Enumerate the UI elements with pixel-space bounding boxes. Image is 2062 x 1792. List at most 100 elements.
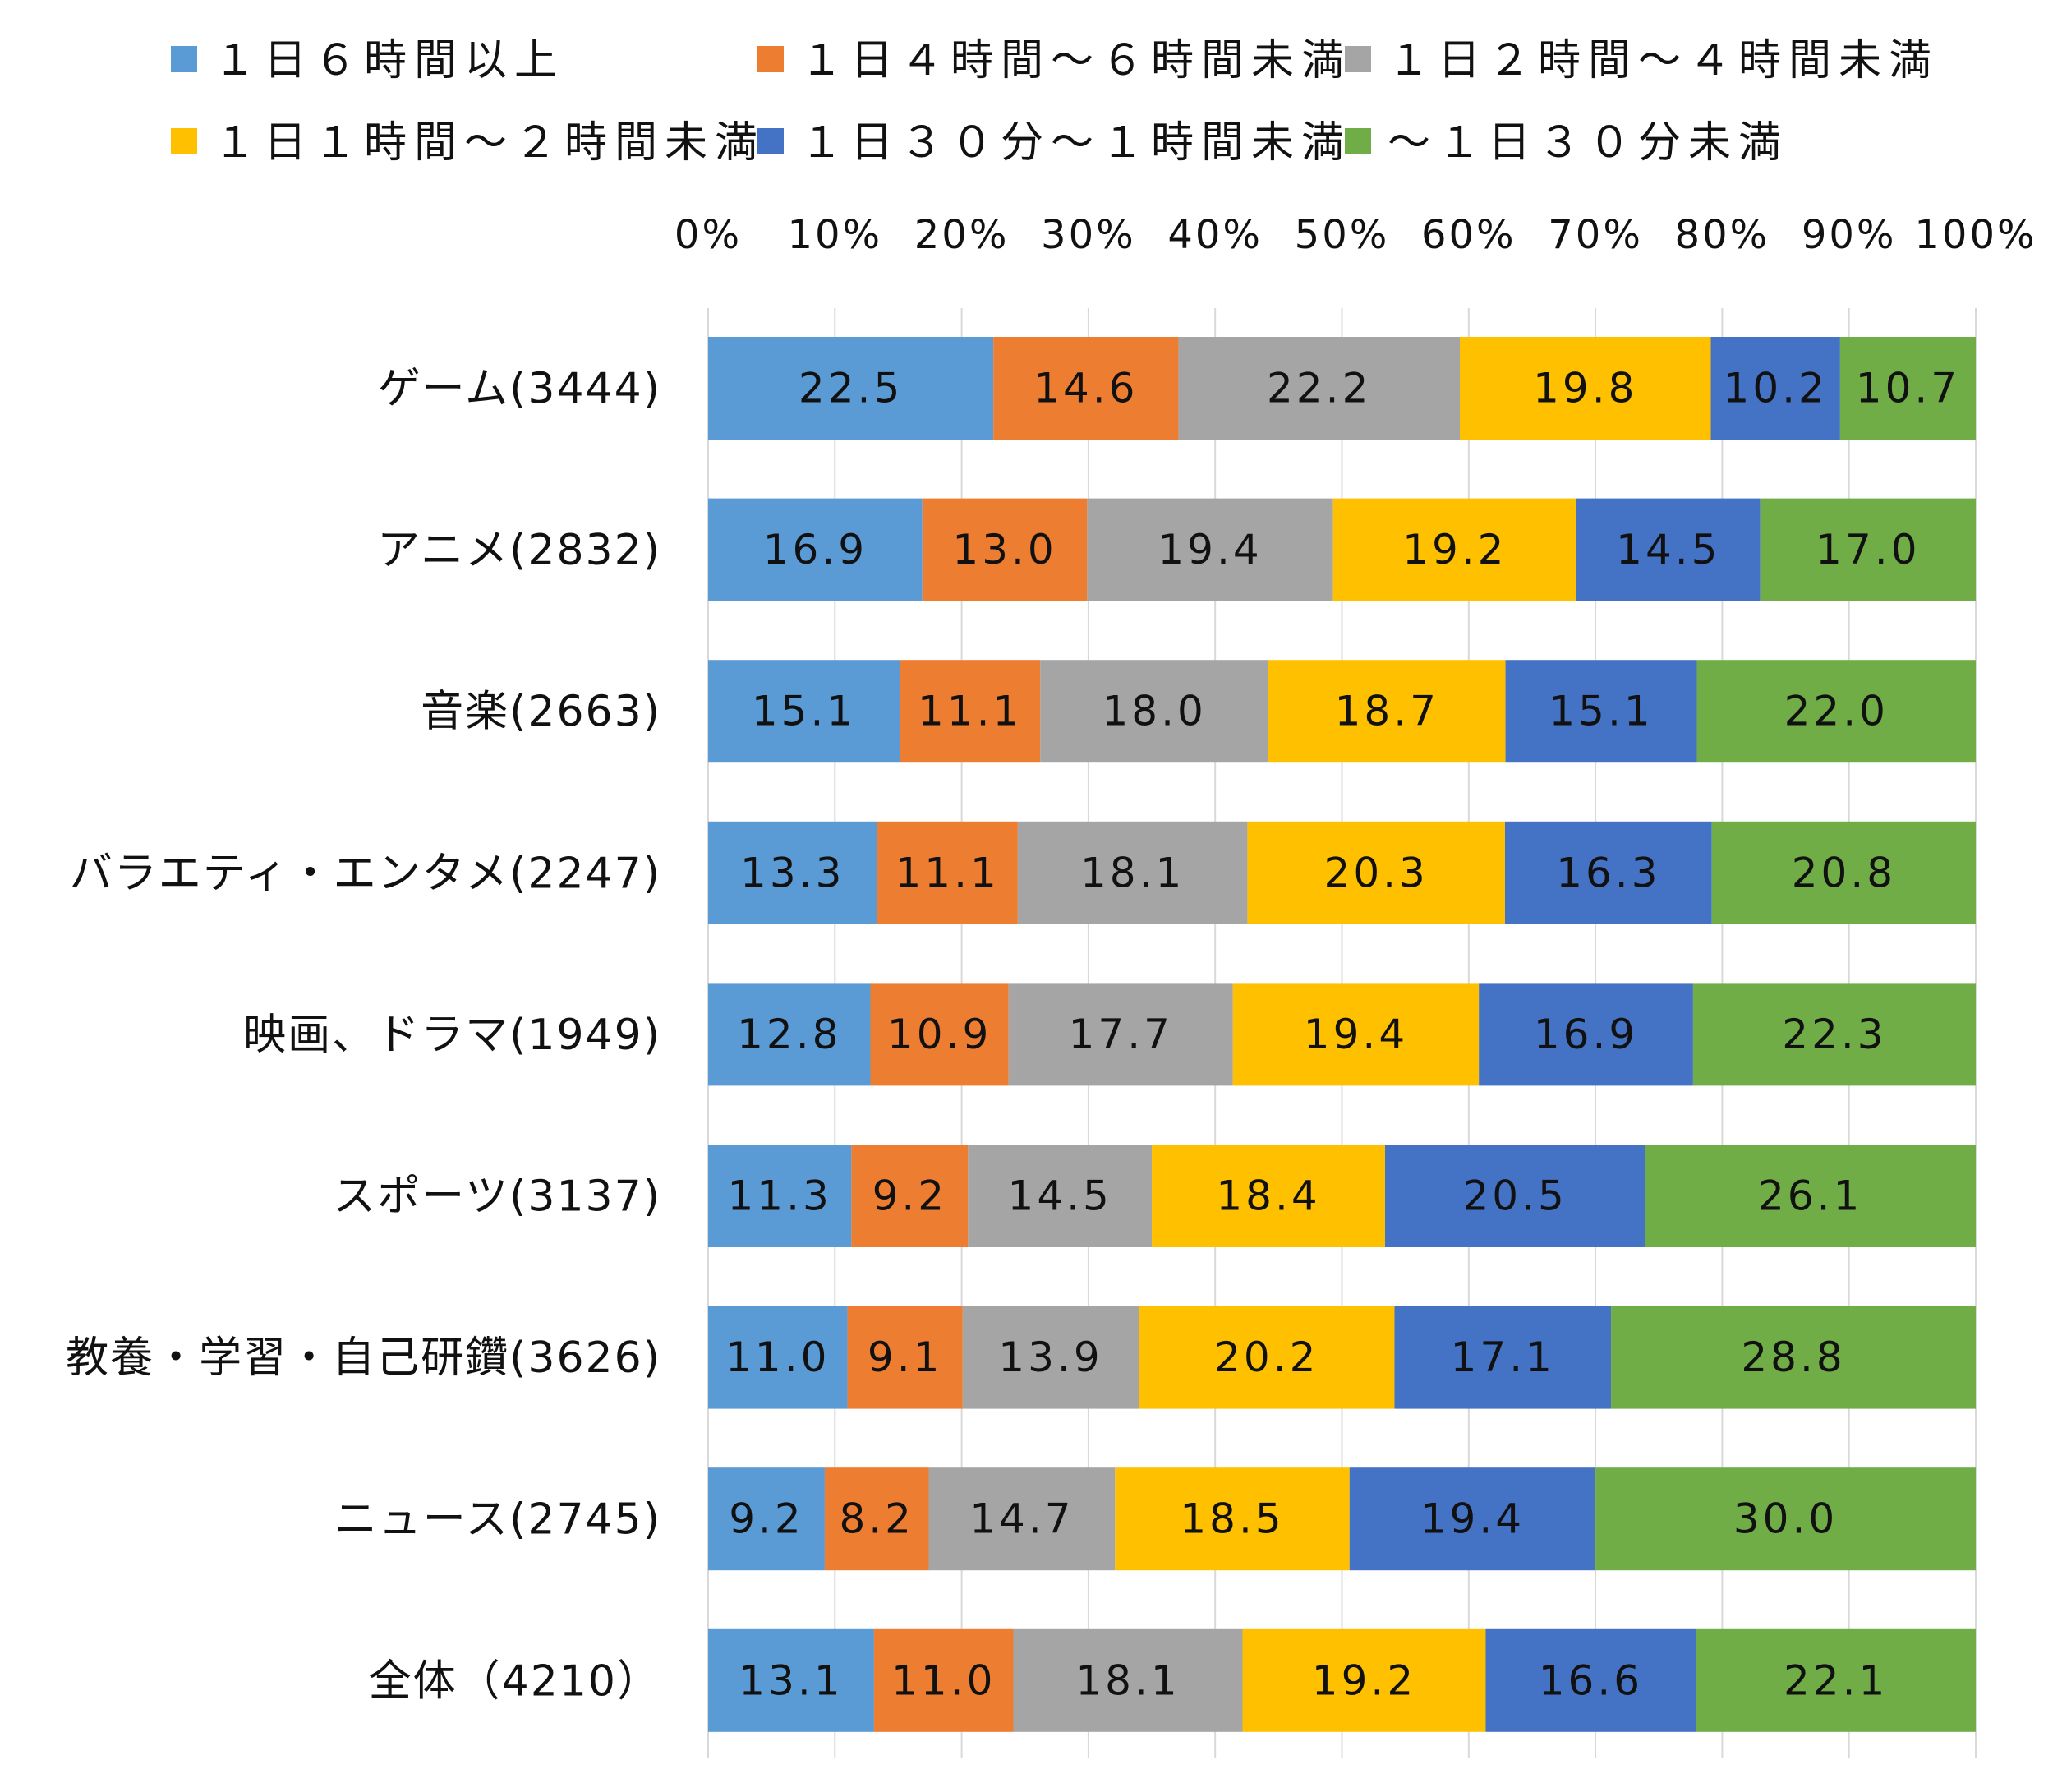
value-label: 18.1 [1075, 1656, 1180, 1704]
bar-segment [962, 1306, 1139, 1409]
bar-segment [877, 821, 1018, 924]
bar-segment [1178, 337, 1460, 440]
x-tick-label: 60% [1421, 212, 1517, 258]
legend-label: １日３０分～１時間未満 [800, 118, 1351, 168]
bar-segment [1696, 660, 1976, 763]
value-label: 19.4 [1304, 1011, 1408, 1058]
bar-segment [1645, 1145, 1976, 1247]
category-label: ゲーム(3444) [378, 365, 661, 414]
x-tick-label: 50% [1295, 212, 1390, 258]
bar-segment [1242, 1628, 1486, 1732]
value-label: 16.6 [1539, 1656, 1643, 1704]
bar-segment [873, 1628, 1014, 1732]
legend-swatch [1345, 128, 1371, 154]
value-label: 18.0 [1102, 688, 1206, 735]
bar-segment [1115, 1467, 1350, 1571]
bar-segment [1504, 821, 1712, 924]
x-tick-label: 90% [1802, 212, 1897, 258]
bar-segment [1268, 660, 1506, 763]
value-label: 18.5 [1180, 1495, 1284, 1543]
value-label: 26.1 [1758, 1172, 1862, 1220]
bar-segment [824, 1467, 929, 1571]
bar-segment [1013, 1628, 1243, 1732]
category-label: アニメ(2832) [377, 526, 661, 575]
bar-segment [1611, 1306, 1976, 1409]
value-label: 13.9 [998, 1334, 1102, 1381]
category-label: バラエティ・エンタメ(2247) [70, 849, 661, 898]
bar-segment [1711, 821, 1976, 924]
category-labels: ゲーム(3444) アニメ(2832) 音楽(2663) バラエティ・エンタメ(224… [66, 365, 661, 1707]
value-labels: 22.5 14.6 22.2 19.8 10.2 10.7 16.9 13.0 19.4 19.2… [725, 365, 1960, 1705]
value-label: 8.2 [839, 1495, 914, 1543]
bar-segment [1384, 1145, 1645, 1247]
bar-segment [1139, 1306, 1395, 1409]
bar-segment [1479, 983, 1693, 1086]
bar-segment [1595, 1467, 1976, 1571]
value-label: 10.7 [1856, 365, 1960, 412]
x-tick-label: 10% [787, 212, 882, 258]
x-tick-label: 0% [674, 212, 742, 258]
category-label: 音楽(2663) [421, 688, 661, 737]
value-label: 19.4 [1158, 526, 1262, 574]
value-label: 11.1 [895, 849, 999, 896]
bar-segment [708, 1306, 848, 1409]
bar-segment [847, 1306, 963, 1409]
value-label: 14.5 [1616, 526, 1720, 574]
category-label: 教養・学習・自己研鑽(3626) [66, 1334, 661, 1383]
bar-segment [993, 337, 1179, 440]
value-label: 13.0 [952, 526, 1056, 574]
bar-segment [899, 660, 1041, 763]
value-label: 20.2 [1214, 1334, 1319, 1381]
value-label: 16.9 [763, 526, 868, 574]
legend-swatch [757, 128, 784, 154]
value-label: 16.3 [1556, 849, 1660, 896]
x-axis-ticks: 0% 10% 20% 30% 40% 50% 60% 70% 80% 90% 100% [674, 212, 2035, 258]
bar-segment [1087, 498, 1333, 601]
value-label: 15.1 [752, 688, 856, 735]
value-label: 11.3 [728, 1172, 832, 1220]
value-label: 14.7 [969, 1495, 1074, 1543]
value-label: 14.5 [1008, 1172, 1112, 1220]
bar-segment [1394, 1306, 1612, 1409]
value-label: 10.2 [1724, 365, 1828, 412]
value-label: 14.6 [1033, 365, 1138, 412]
value-label: 18.4 [1216, 1172, 1320, 1220]
bar-segment [1152, 1145, 1385, 1247]
value-label: 22.2 [1267, 365, 1371, 412]
bar-segment [708, 1145, 852, 1247]
bar-segment [1459, 337, 1711, 440]
bar-segment [1008, 983, 1233, 1086]
bar-segment [1839, 337, 1976, 440]
x-tick-label: 30% [1041, 212, 1136, 258]
bar-segment [928, 1467, 1116, 1571]
value-label: 17.7 [1069, 1011, 1173, 1058]
bar-segment [1692, 983, 1976, 1086]
legend-label: １日１時間～２時間未満 [214, 118, 765, 168]
legend-label: １日４時間～６時間未満 [800, 36, 1351, 85]
bar-segment [708, 821, 877, 924]
value-label: 10.9 [887, 1011, 992, 1058]
value-label: 9.2 [872, 1172, 948, 1220]
legend-label: ～１日３０分未満 [1388, 118, 1788, 168]
value-label: 22.0 [1784, 688, 1889, 735]
legend-label: １日６時間以上 [214, 36, 564, 85]
bar-segment [708, 498, 923, 601]
legend-swatch [757, 46, 784, 72]
category-label: 全体（4210） [369, 1656, 661, 1706]
value-label: 22.1 [1784, 1656, 1888, 1704]
category-label: 映画、ドラマ(1949) [243, 1011, 661, 1060]
value-label: 13.1 [739, 1656, 843, 1704]
value-label: 22.3 [1782, 1011, 1886, 1058]
value-label: 18.1 [1080, 849, 1185, 896]
bar-segment [851, 1145, 969, 1247]
value-label: 20.5 [1462, 1172, 1567, 1220]
value-label: 17.1 [1451, 1334, 1555, 1381]
value-label: 19.2 [1312, 1656, 1416, 1704]
category-label: スポーツ(3137) [333, 1172, 661, 1222]
bar-segment [1247, 821, 1505, 924]
bar-segment [1760, 498, 1976, 601]
value-label: 9.1 [868, 1334, 943, 1381]
value-label: 28.8 [1741, 1334, 1845, 1381]
bar-segments [708, 337, 1976, 1732]
value-label: 19.2 [1402, 526, 1507, 574]
